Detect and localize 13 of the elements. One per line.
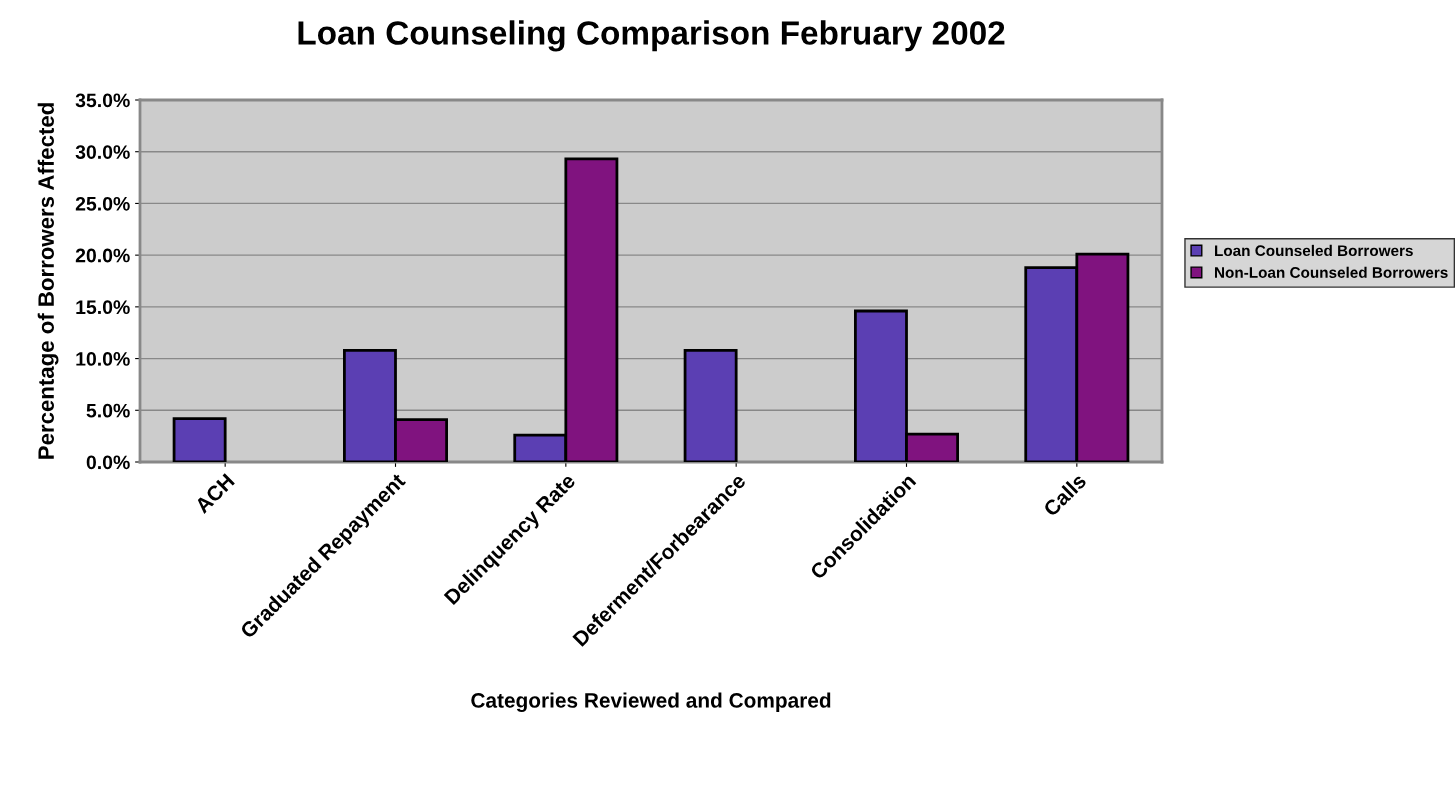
x-axis-title: Categories Reviewed and Compared (471, 692, 831, 712)
y-tick-label: 15.0% (76, 300, 130, 315)
legend-label: Non-Loan Counseled Borrowers (1215, 266, 1448, 278)
y-tick-label: 10.0% (76, 352, 130, 366)
y-tick-label: 35.0% (75, 93, 130, 108)
legend-label: Loan Counseled Borrowers (1215, 244, 1413, 257)
chart-title: Loan Counseling Comparison February 2002 (298, 20, 1005, 52)
y-tick-label: 0.0% (86, 455, 130, 470)
y-tick-label: 20.0% (75, 248, 130, 263)
y-tick-label: 5.0% (86, 403, 130, 418)
y-tick-label: 30.0% (75, 145, 130, 159)
y-axis-title: Percentage of Borrowers Affected (37, 103, 59, 459)
y-tick-label: 25.0% (75, 196, 130, 211)
